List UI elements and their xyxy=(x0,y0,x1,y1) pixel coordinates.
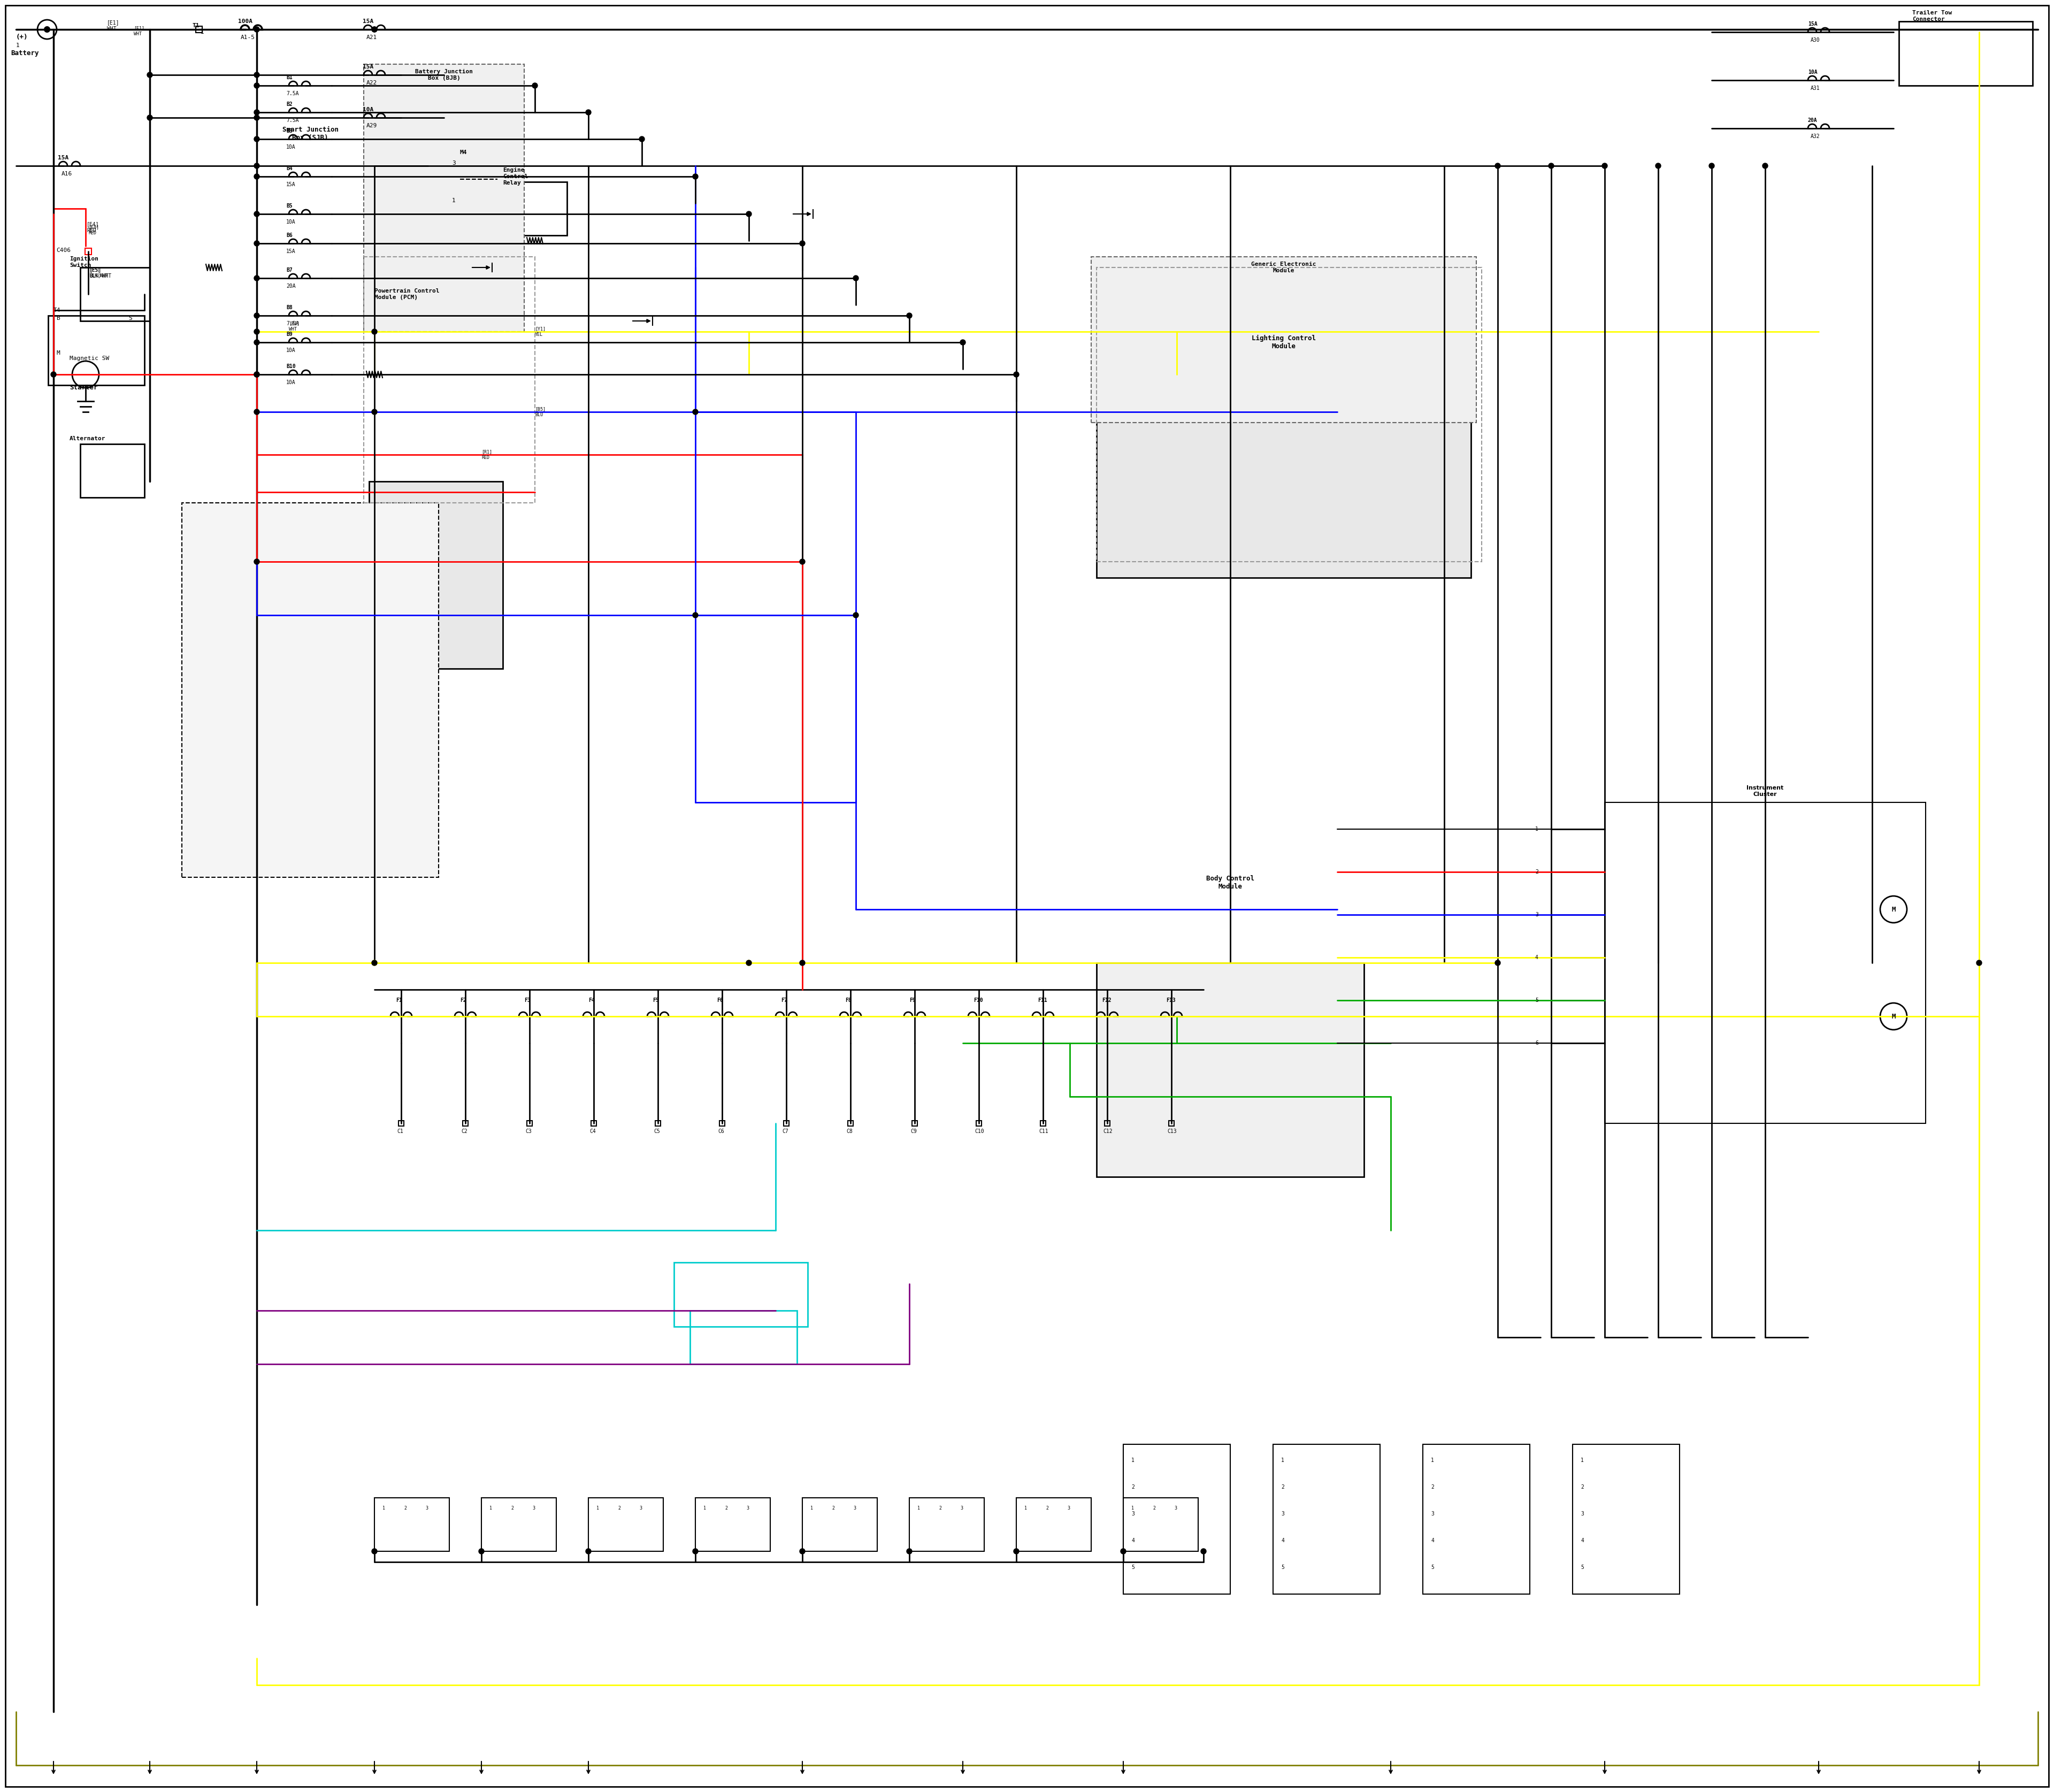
Bar xyxy=(1041,1120,1045,1125)
Bar xyxy=(910,1498,984,1552)
Text: 6: 6 xyxy=(1534,1041,1538,1047)
Text: F7: F7 xyxy=(781,998,787,1004)
Text: 2: 2 xyxy=(618,1505,620,1511)
Text: 3: 3 xyxy=(1282,1511,1284,1516)
Text: A29: A29 xyxy=(366,124,378,129)
Bar xyxy=(1097,267,1481,561)
Bar xyxy=(47,315,144,385)
Circle shape xyxy=(255,211,259,217)
Text: 4: 4 xyxy=(1282,1538,1284,1543)
Text: C2: C2 xyxy=(460,1129,468,1134)
Circle shape xyxy=(372,409,378,414)
Text: C3: C3 xyxy=(526,1129,532,1134)
Bar xyxy=(481,1498,557,1552)
Circle shape xyxy=(852,276,859,281)
Bar xyxy=(1169,1120,1175,1125)
Text: B8: B8 xyxy=(286,305,292,310)
Text: F3: F3 xyxy=(524,998,530,1004)
Text: Powertrain Control
Module (PCM): Powertrain Control Module (PCM) xyxy=(374,289,440,299)
Circle shape xyxy=(255,82,259,88)
Text: 3: 3 xyxy=(746,1505,750,1511)
Bar xyxy=(674,1262,807,1326)
Circle shape xyxy=(255,174,259,179)
Bar xyxy=(1898,22,2033,86)
Text: 2: 2 xyxy=(511,1505,514,1511)
Bar xyxy=(84,249,92,254)
Text: 1: 1 xyxy=(1432,1457,1434,1462)
Circle shape xyxy=(799,240,805,246)
Text: [E5]
BLK/WHT: [E5] BLK/WHT xyxy=(88,267,111,278)
Circle shape xyxy=(255,409,259,414)
Circle shape xyxy=(255,163,259,168)
Text: C5: C5 xyxy=(653,1129,659,1134)
Text: 3: 3 xyxy=(959,1505,963,1511)
Text: 2: 2 xyxy=(725,1505,727,1511)
Circle shape xyxy=(372,27,378,32)
Circle shape xyxy=(255,314,259,319)
Text: 4: 4 xyxy=(1582,1538,1584,1543)
Text: 2: 2 xyxy=(939,1505,941,1511)
Text: 5: 5 xyxy=(1432,1564,1434,1570)
Text: 10A: 10A xyxy=(1808,70,1818,75)
Text: [E4]
RED: [E4] RED xyxy=(86,222,99,233)
Text: 15A: 15A xyxy=(58,156,68,161)
Text: Lighting Control
Module: Lighting Control Module xyxy=(1251,335,1317,349)
Bar xyxy=(503,181,567,235)
Text: 3: 3 xyxy=(639,1505,641,1511)
Bar xyxy=(370,482,503,668)
Bar xyxy=(912,1120,918,1125)
Text: 4: 4 xyxy=(1534,955,1538,961)
Text: 5: 5 xyxy=(1534,998,1538,1004)
Text: 5: 5 xyxy=(1282,1564,1284,1570)
Text: 1: 1 xyxy=(1132,1457,1134,1462)
Text: F5: F5 xyxy=(653,998,659,1004)
Text: 3: 3 xyxy=(1432,1511,1434,1516)
Text: Battery Junction
Box (BJB): Battery Junction Box (BJB) xyxy=(415,70,472,81)
Circle shape xyxy=(852,613,859,618)
Text: C12: C12 xyxy=(1103,1129,1113,1134)
Text: C8: C8 xyxy=(846,1129,852,1134)
Text: F1: F1 xyxy=(396,998,403,1004)
Circle shape xyxy=(532,82,538,88)
Text: B6: B6 xyxy=(286,233,292,238)
Text: 1: 1 xyxy=(811,1505,813,1511)
Text: 2: 2 xyxy=(1045,1505,1048,1511)
Circle shape xyxy=(255,371,259,376)
Text: M: M xyxy=(1892,907,1896,912)
Circle shape xyxy=(799,559,805,564)
Text: 1: 1 xyxy=(702,1505,707,1511)
Circle shape xyxy=(746,961,752,966)
Text: F9: F9 xyxy=(910,998,916,1004)
Text: Engine
Control
Relay: Engine Control Relay xyxy=(503,168,528,185)
Bar xyxy=(1124,1498,1197,1552)
Text: S: S xyxy=(127,315,131,321)
Text: 10A: 10A xyxy=(286,348,296,353)
Text: 2: 2 xyxy=(1582,1484,1584,1489)
Text: T4: T4 xyxy=(53,308,62,314)
Circle shape xyxy=(255,559,259,564)
Text: 7.5A: 7.5A xyxy=(286,321,298,326)
Text: 7.5A: 7.5A xyxy=(286,91,298,97)
Circle shape xyxy=(1013,1548,1019,1554)
Bar xyxy=(1105,1120,1109,1125)
Text: [B1]
WHT: [B1] WHT xyxy=(290,321,300,332)
Circle shape xyxy=(479,1548,485,1554)
Circle shape xyxy=(1495,961,1499,966)
Circle shape xyxy=(692,1548,698,1554)
Text: 1: 1 xyxy=(452,197,456,202)
Text: [E5]
BLK/WHT: [E5] BLK/WHT xyxy=(88,267,109,278)
Bar xyxy=(848,1120,852,1125)
Text: 1: 1 xyxy=(1534,826,1538,831)
Text: Alternator: Alternator xyxy=(70,435,105,441)
Circle shape xyxy=(1495,163,1499,168)
Circle shape xyxy=(255,340,259,346)
Text: 5: 5 xyxy=(1582,1564,1584,1570)
Bar xyxy=(1091,256,1477,423)
Text: A16: A16 xyxy=(62,172,72,177)
Circle shape xyxy=(585,1548,592,1554)
Circle shape xyxy=(746,961,752,966)
Circle shape xyxy=(1013,371,1019,376)
Text: 10A: 10A xyxy=(286,219,296,224)
Circle shape xyxy=(51,371,55,376)
Text: 1: 1 xyxy=(1132,1505,1134,1511)
